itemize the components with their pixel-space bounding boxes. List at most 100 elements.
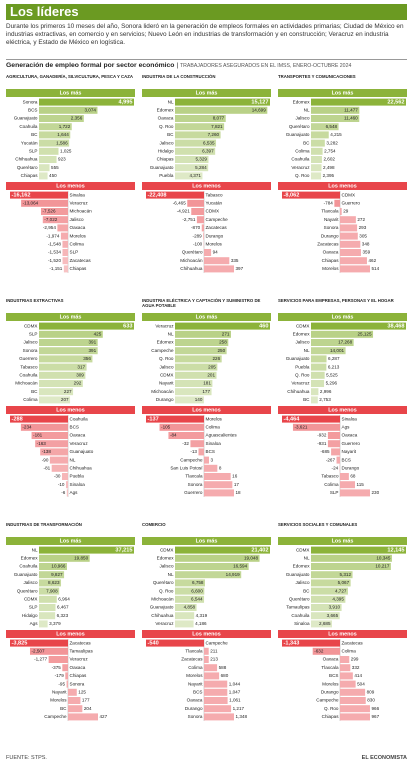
category-label: Edomex (293, 564, 311, 569)
value-label: 6,467 (57, 605, 69, 610)
value-label: 204 (84, 706, 92, 711)
category-label: Durango (206, 233, 224, 238)
category-label: Yucatán (206, 201, 223, 206)
category-label: NL (168, 332, 174, 337)
section-label: Los menos (328, 408, 356, 414)
section-label: Los más (196, 539, 218, 545)
bar (42, 216, 68, 224)
bar (340, 265, 370, 273)
bar (204, 249, 212, 256)
bar (175, 620, 194, 628)
bar (311, 554, 392, 562)
category-label: Campeche (180, 457, 203, 462)
bar (311, 371, 325, 379)
value-label: 6,287 (328, 356, 340, 361)
value-label: 4,858 (184, 605, 196, 610)
bar (62, 240, 68, 248)
bar (39, 147, 59, 155)
category-label: Edomex (157, 340, 175, 345)
bar (340, 232, 358, 240)
value-label: -1,548 (48, 242, 61, 247)
category-label: BC (303, 140, 310, 145)
bar (39, 388, 74, 396)
section-label: Los más (332, 539, 354, 545)
bar (175, 164, 209, 172)
category-label: Tlaxcala (321, 209, 339, 214)
category-label: Guanajuato (150, 165, 174, 170)
section-label: Los menos (192, 632, 220, 638)
panel-title-box: TRANSPORTES Y COMUNICACIONES (278, 74, 356, 79)
value-label: 348 (362, 242, 370, 247)
bar (39, 371, 86, 379)
value-label: -784 (324, 201, 334, 206)
category-label: Guanajuato (286, 132, 310, 137)
value-label: 2,996 (320, 389, 332, 394)
category-label: Coahuila (19, 373, 38, 378)
panel-title-box: AGRICULTURA, GANADERÍA, SILVICULTURA, PE… (6, 74, 133, 79)
value-label: 201 (207, 373, 215, 378)
value-label: 207 (61, 397, 69, 402)
value-label: -95 (58, 681, 65, 686)
category-label: SLP (29, 149, 38, 154)
value-label: 227 (64, 389, 72, 394)
bar (311, 604, 342, 611)
bar (60, 232, 68, 240)
value-label: 425 (94, 332, 102, 337)
panel-title: COMERCIO (142, 522, 166, 527)
bar (340, 656, 350, 663)
category-label: Sonora (188, 482, 203, 487)
section-header (6, 89, 135, 97)
value-label: 8,077 (213, 116, 225, 121)
bar (40, 208, 68, 215)
value-label: 14,001 (330, 348, 344, 353)
bar (175, 563, 249, 570)
category-label: BC (303, 397, 310, 402)
bar (39, 156, 57, 163)
category-label: Zacatecas (317, 242, 339, 247)
category-label: BC (31, 389, 38, 394)
value-label: 809 (367, 690, 375, 695)
value-label: -7,526 (42, 209, 55, 214)
panel-title-box: SERVICIOS SOCIALES Y COMUNALES (278, 522, 357, 527)
value-label: 680 (221, 673, 229, 678)
bar (39, 620, 48, 628)
section-header (142, 313, 271, 321)
section-label: Los más (196, 91, 218, 97)
value-label: 9,827 (51, 572, 63, 577)
section-label: Los menos (192, 184, 220, 190)
category-label: Guerrero (342, 441, 361, 446)
category-label: Sonora (324, 225, 339, 230)
bar (340, 489, 370, 497)
category-label: Q. Roo (159, 356, 174, 361)
bar (168, 432, 204, 439)
category-label: Oaxaca (70, 433, 86, 438)
category-label: Ags (30, 621, 39, 626)
bar (175, 106, 268, 114)
bar (68, 688, 77, 696)
category-label: Oaxaca (187, 698, 203, 703)
category-label: Nayarit (159, 381, 174, 386)
value-label: 8,623 (48, 580, 60, 585)
category-label: Jalisco (159, 564, 173, 569)
bar (39, 355, 93, 363)
category-label: Morelos (322, 681, 339, 686)
value-label: 250 (217, 348, 225, 353)
bar (311, 322, 406, 330)
bar (311, 106, 360, 114)
category-label: Puebla (159, 173, 174, 178)
value-label: 15,127 (251, 100, 268, 106)
value-label: -163 (37, 441, 47, 446)
bar (311, 115, 360, 122)
value-label: 2,602 (323, 157, 335, 162)
value-label: -2,507 (31, 649, 44, 654)
category-label: NL (32, 547, 38, 552)
value-label: 8 (219, 466, 222, 471)
category-label: NL (304, 348, 310, 353)
category-label: Durango (321, 690, 339, 695)
value-label: 966 (371, 706, 379, 711)
value-label: -1,151 (49, 266, 62, 271)
category-label: Edomex (157, 556, 175, 561)
bar (311, 156, 322, 163)
value-label: 17 (234, 482, 240, 487)
